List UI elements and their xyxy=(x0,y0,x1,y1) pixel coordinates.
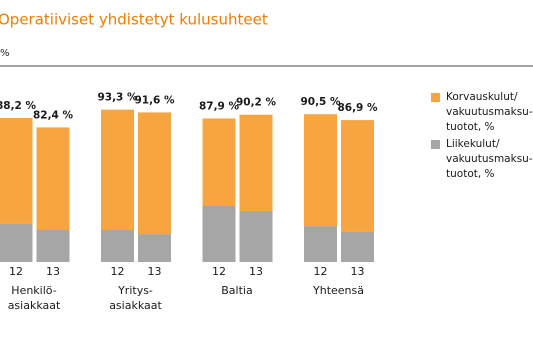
unit-label: % xyxy=(0,48,10,59)
bar-segment xyxy=(341,120,374,232)
group-label: Baltia xyxy=(221,284,253,297)
legend-swatch xyxy=(431,140,440,149)
legend-label: Korvauskulut/ vakuutusmaksu- tuotot, % xyxy=(446,91,533,133)
bar-segment xyxy=(239,211,273,262)
total-label: 87,9 % xyxy=(199,100,240,112)
total-label: 93,3 % xyxy=(97,92,138,104)
x-tick-label: 13 xyxy=(148,265,162,278)
x-tick-label: 13 xyxy=(351,265,365,278)
bar-segment xyxy=(202,205,236,262)
x-tick-label: 12 xyxy=(212,265,226,278)
chart-title: Operatiiviset yhdistetyt kulusuhteet xyxy=(0,11,268,29)
bar-segment xyxy=(202,118,236,206)
bar-segment xyxy=(0,223,33,262)
x-tick-label: 12 xyxy=(111,265,125,278)
x-tick-label: 12 xyxy=(9,265,23,278)
bar-segment xyxy=(304,226,337,262)
bar-segment xyxy=(341,231,374,262)
x-tick-label: 12 xyxy=(314,265,328,278)
legend-label: Liikekulut/ vakuutusmaksu- tuotot, % xyxy=(446,138,533,180)
group-label: Yritys- asiakkaat xyxy=(109,284,162,312)
total-label: 82,4 % xyxy=(33,109,74,121)
bar-segment xyxy=(101,229,134,262)
group-label: Yhteensä xyxy=(313,284,364,297)
bar-segment xyxy=(36,127,70,230)
bar-segment xyxy=(239,114,273,212)
total-label: 91,6 % xyxy=(134,94,175,106)
bar-segment xyxy=(36,229,70,262)
group-label: Henkilö- asiakkaat xyxy=(7,284,61,312)
bar-segment xyxy=(0,117,33,224)
bar-segment xyxy=(138,234,171,262)
bar-segment xyxy=(304,114,337,227)
total-label: 90,5 % xyxy=(300,96,341,108)
bar-segment xyxy=(101,109,134,230)
x-tick-label: 13 xyxy=(249,265,263,278)
total-label: 86,9 % xyxy=(337,102,378,114)
legend-swatch xyxy=(431,93,440,102)
bar-segment xyxy=(138,112,171,235)
total-label: 88,2 % xyxy=(0,100,37,112)
x-tick-label: 13 xyxy=(46,265,60,278)
total-label: 90,2 % xyxy=(236,97,277,109)
